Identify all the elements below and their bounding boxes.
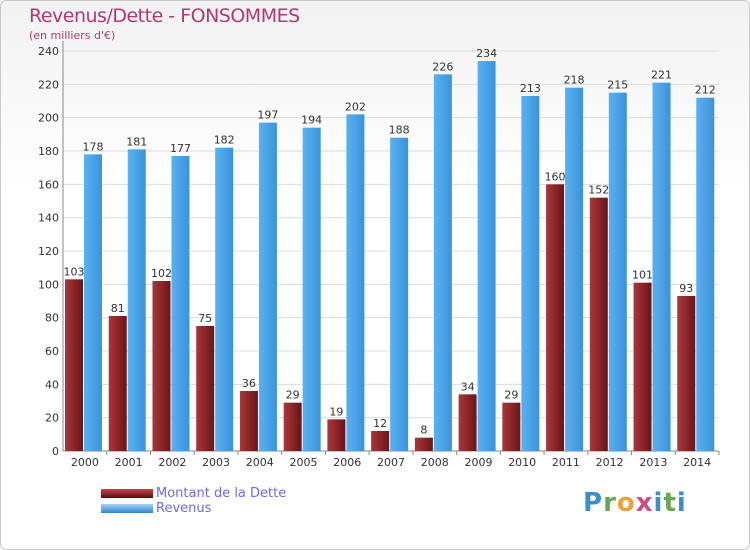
- bar-debt: [458, 394, 477, 451]
- bar-revenue: [565, 87, 584, 452]
- bar-debt: [371, 431, 390, 451]
- y-tick-label: 160: [38, 178, 59, 191]
- data-label-revenue: 226: [432, 60, 453, 73]
- data-label-revenue: 178: [83, 140, 104, 153]
- bar-debt: [327, 419, 346, 451]
- bar-revenue: [171, 156, 190, 451]
- legend-swatch-debt: [101, 489, 153, 498]
- bar-revenue: [258, 122, 277, 452]
- x-tick-label: 2000: [71, 456, 99, 469]
- data-label-revenue: 202: [345, 100, 366, 113]
- bar-debt: [65, 279, 83, 451]
- data-label-revenue: 215: [607, 79, 628, 92]
- bar-debt: [108, 316, 127, 451]
- y-tick-label: 200: [38, 112, 59, 125]
- bar-revenue: [127, 149, 146, 452]
- x-tick-label: 2011: [552, 456, 580, 469]
- data-label-debt: 34: [461, 380, 475, 393]
- data-label-revenue: 197: [257, 109, 278, 122]
- x-tick-label: 2004: [246, 456, 274, 469]
- data-label-revenue: 221: [651, 69, 672, 82]
- bar-revenue: [302, 127, 321, 452]
- data-label-revenue: 194: [301, 114, 322, 127]
- data-label-debt: 81: [111, 302, 125, 315]
- x-tick-label: 2002: [158, 456, 186, 469]
- bar-debt: [546, 184, 565, 452]
- y-tick-label: 60: [45, 345, 59, 358]
- bar-debt: [633, 282, 652, 451]
- bar-debt: [414, 437, 433, 451]
- data-label-revenue: 182: [214, 134, 235, 147]
- y-tick-label: 40: [45, 378, 59, 391]
- bar-debt: [152, 281, 171, 451]
- proxiti-logo: Proxiti: [583, 488, 687, 518]
- x-tick-label: 2008: [421, 456, 449, 469]
- legend-label-revenue: Revenus: [156, 501, 212, 516]
- y-tick-label: 220: [38, 78, 59, 91]
- data-label-debt: 19: [329, 405, 343, 418]
- x-tick-label: 2013: [639, 456, 667, 469]
- data-label-debt: 152: [588, 184, 609, 197]
- x-tick-label: 2006: [333, 456, 361, 469]
- bar-revenue: [477, 61, 496, 451]
- y-tick-label: 20: [45, 412, 59, 425]
- y-tick-label: 100: [38, 278, 59, 291]
- data-label-debt: 8: [420, 424, 427, 437]
- bar-debt: [677, 296, 696, 451]
- bar-revenue: [84, 154, 102, 452]
- data-label-debt: 160: [545, 170, 566, 183]
- y-tick-label: 240: [38, 45, 59, 58]
- legend-swatch-revenue: [101, 504, 153, 513]
- bar-debt: [502, 402, 521, 451]
- x-tick-label: 2007: [377, 456, 405, 469]
- x-tick-label: 2009: [464, 456, 492, 469]
- data-label-debt: 93: [679, 282, 693, 295]
- x-tick-label: 2012: [596, 456, 624, 469]
- bar-revenue: [346, 114, 365, 451]
- y-tick-label: 180: [38, 145, 59, 158]
- chart-title: Revenus/Dette - FONSOMMES: [29, 5, 300, 27]
- bar-chart: 0 20 40 60 80 100 120 140 160 180 200 220 240 103 178 2…: [38, 41, 720, 469]
- y-tick-label: 80: [45, 312, 59, 325]
- bar-debt: [196, 326, 215, 451]
- data-label-revenue: 218: [564, 74, 585, 87]
- data-label-debt: 29: [286, 389, 300, 402]
- bar-revenue: [215, 147, 234, 451]
- data-label-revenue: 234: [476, 47, 497, 60]
- data-label-revenue: 212: [695, 84, 716, 97]
- data-label-revenue: 177: [170, 142, 191, 155]
- bar-revenue: [521, 96, 540, 451]
- data-label-revenue: 181: [126, 135, 147, 148]
- bar-revenue: [433, 74, 452, 451]
- bar-revenue: [390, 137, 409, 451]
- y-tick-label: 120: [38, 245, 59, 258]
- data-label-debt: 102: [151, 267, 172, 280]
- data-label-revenue: 188: [389, 124, 410, 137]
- x-tick-label: 2010: [508, 456, 536, 469]
- data-label-debt: 29: [504, 389, 518, 402]
- x-tick-label: 2001: [115, 456, 143, 469]
- chart-subtitle: (en milliers d'€): [29, 29, 116, 42]
- bar-debt: [239, 391, 258, 451]
- data-label-debt: 12: [373, 417, 387, 430]
- y-tick-label: 0: [52, 445, 59, 458]
- x-tick-label: 2005: [290, 456, 318, 469]
- bar-revenue: [652, 82, 671, 452]
- data-label-debt: 101: [632, 269, 653, 282]
- bar-debt: [283, 402, 302, 451]
- bar-revenue: [608, 92, 627, 452]
- x-tick-label: 2003: [202, 456, 230, 469]
- data-label-debt: 75: [198, 312, 212, 325]
- y-tick-label: 140: [38, 212, 59, 225]
- x-tick-label: 2014: [683, 456, 711, 469]
- bar-revenue: [696, 97, 715, 452]
- bar-debt: [589, 197, 608, 451]
- data-label-debt: 103: [64, 265, 85, 278]
- data-label-revenue: 213: [520, 82, 541, 95]
- data-label-debt: 36: [242, 377, 256, 390]
- legend-label-debt: Montant de la Dette: [156, 486, 287, 501]
